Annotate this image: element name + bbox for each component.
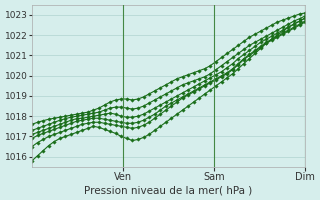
X-axis label: Pression niveau de la mer( hPa ): Pression niveau de la mer( hPa ) bbox=[84, 185, 253, 195]
